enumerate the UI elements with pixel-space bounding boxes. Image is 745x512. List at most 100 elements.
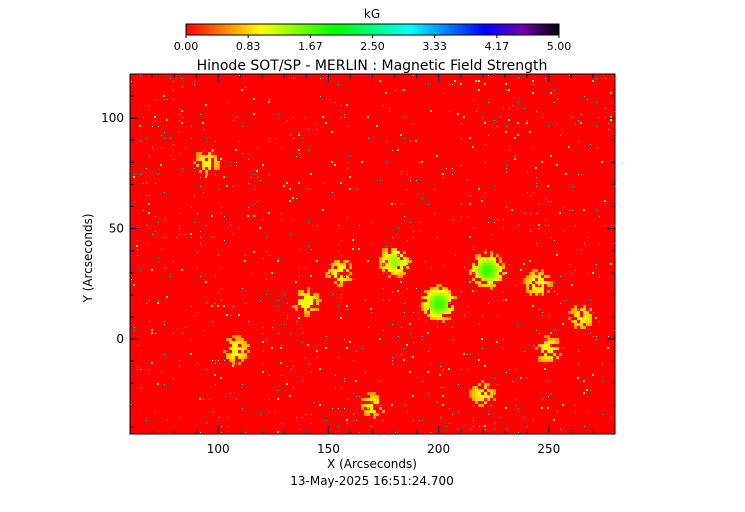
heatmap-cell [574,305,577,308]
heatmap-noise-pixel [221,288,222,289]
heatmap-noise-pixel [461,204,462,205]
heatmap-cell [307,305,310,308]
heatmap-noise-pixel [236,363,237,364]
heatmap-noise-pixel [488,75,489,76]
heatmap-cell [541,359,544,362]
heatmap-noise-pixel [308,222,309,223]
heatmap-cell [301,302,304,305]
heatmap-noise-pixel [461,165,462,166]
heatmap-cell [496,272,499,275]
heatmap-noise-pixel [548,126,549,127]
heatmap-cell [397,263,400,266]
heatmap-cell [325,122,327,124]
heatmap-cell [478,260,481,263]
heatmap-noise-pixel [149,105,150,106]
heatmap-cell [208,152,211,155]
heatmap-cell [307,311,310,314]
heatmap-cell [472,386,475,389]
heatmap-noise-pixel [494,429,495,430]
heatmap-cell [181,269,183,271]
heatmap-cell [484,392,487,395]
heatmap-noise-pixel [290,135,291,136]
heatmap-cell [349,188,351,190]
heatmap-cell [370,308,372,310]
heatmap-cell [211,155,214,158]
heatmap-cell [475,401,478,404]
heatmap-cell [226,356,229,359]
heatmap-noise-pixel [296,321,297,322]
heatmap-noise-pixel [563,348,564,349]
heatmap-noise-pixel [158,126,159,127]
heatmap-cell [388,275,391,278]
heatmap-cell [550,92,552,94]
heatmap-noise-pixel [317,129,318,130]
heatmap-cell [463,116,465,118]
heatmap-cell [355,380,357,382]
heatmap-noise-pixel [254,189,255,190]
heatmap-noise-pixel [200,186,201,187]
heatmap-cell [502,266,505,269]
heatmap-cell [523,281,526,284]
heatmap-noise-pixel [353,279,354,280]
heatmap-cell [304,296,307,299]
heatmap-cell [505,407,507,409]
heatmap-cell [196,164,199,167]
heatmap-noise-pixel [515,405,516,406]
heatmap-noise-pixel [578,120,579,121]
heatmap-cell [151,269,153,271]
heatmap-cell [289,200,291,202]
heatmap-noise-pixel [371,222,372,223]
heatmap-cell [568,317,571,320]
heatmap-noise-pixel [560,303,561,304]
heatmap-noise-pixel [533,84,534,85]
heatmap-cell [499,260,502,263]
heatmap-cell [382,269,385,272]
heatmap-cell [511,209,513,211]
heatmap-cell [493,272,496,275]
heatmap-cell [448,296,451,299]
heatmap-cell [448,317,451,320]
heatmap-cell [472,266,475,269]
heatmap-noise-pixel [173,144,174,145]
heatmap-noise-pixel [509,264,510,265]
heatmap-noise-pixel [380,405,381,406]
heatmap-cell [574,323,577,326]
heatmap-cell [538,344,541,347]
heatmap-cell [220,158,222,160]
heatmap-cell [397,275,400,278]
heatmap-cell [583,314,586,317]
heatmap-noise-pixel [512,105,513,106]
heatmap-noise-pixel [533,345,534,346]
heatmap-noise-pixel [548,201,549,202]
heatmap-cell [223,305,225,307]
heatmap-cell [370,404,373,407]
heatmap-cell [331,161,333,163]
heatmap-cell [475,257,478,260]
heatmap-noise-pixel [266,339,267,340]
heatmap-cell [223,350,226,353]
heatmap-noise-pixel [482,348,483,349]
heatmap-noise-pixel [461,291,462,292]
heatmap-cell [403,359,405,361]
heatmap-noise-pixel [485,429,486,430]
heatmap-cell [385,254,388,257]
heatmap-noise-pixel [236,162,237,163]
heatmap-cell [352,239,354,241]
heatmap-cell [493,392,496,395]
heatmap-noise-pixel [596,102,597,103]
heatmap-noise-pixel [524,213,525,214]
heatmap-cell [457,113,459,115]
heatmap-noise-pixel [557,411,558,412]
heatmap-cell [241,89,243,91]
heatmap-cell [382,260,385,263]
heatmap-noise-pixel [155,120,156,121]
heatmap-cell [478,383,481,386]
heatmap-noise-pixel [608,123,609,124]
heatmap-cell [487,275,490,278]
heatmap-noise-pixel [242,288,243,289]
heatmap-noise-pixel [134,174,135,175]
heatmap-noise-pixel [473,417,474,418]
heatmap-noise-pixel [533,420,534,421]
heatmap-cell [385,257,388,260]
heatmap-cell [229,356,232,359]
